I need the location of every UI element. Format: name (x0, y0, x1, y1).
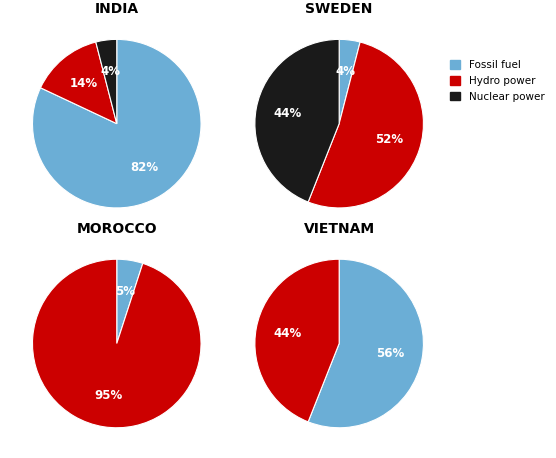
Wedge shape (339, 39, 360, 124)
Wedge shape (117, 259, 143, 344)
Text: 4%: 4% (100, 65, 120, 78)
Title: MOROCCO: MOROCCO (76, 222, 157, 235)
Text: 82%: 82% (131, 161, 159, 174)
Wedge shape (96, 39, 117, 124)
Title: INDIA: INDIA (95, 2, 139, 16)
Wedge shape (255, 259, 339, 422)
Text: 14%: 14% (70, 77, 97, 90)
Title: SWEDEN: SWEDEN (305, 2, 373, 16)
Wedge shape (308, 259, 424, 428)
Text: 56%: 56% (376, 347, 405, 360)
Text: 4%: 4% (336, 65, 356, 78)
Text: 5%: 5% (115, 285, 135, 299)
Title: VIETNAM: VIETNAM (304, 222, 375, 235)
Legend: Fossil fuel, Hydro power, Nuclear power: Fossil fuel, Hydro power, Nuclear power (450, 60, 544, 102)
Wedge shape (308, 42, 424, 208)
Wedge shape (255, 39, 339, 202)
Wedge shape (32, 259, 201, 428)
Wedge shape (41, 42, 117, 124)
Text: 44%: 44% (274, 107, 302, 120)
Text: 95%: 95% (95, 388, 123, 402)
Text: 52%: 52% (375, 133, 403, 146)
Text: 44%: 44% (274, 327, 302, 340)
Wedge shape (32, 39, 201, 208)
